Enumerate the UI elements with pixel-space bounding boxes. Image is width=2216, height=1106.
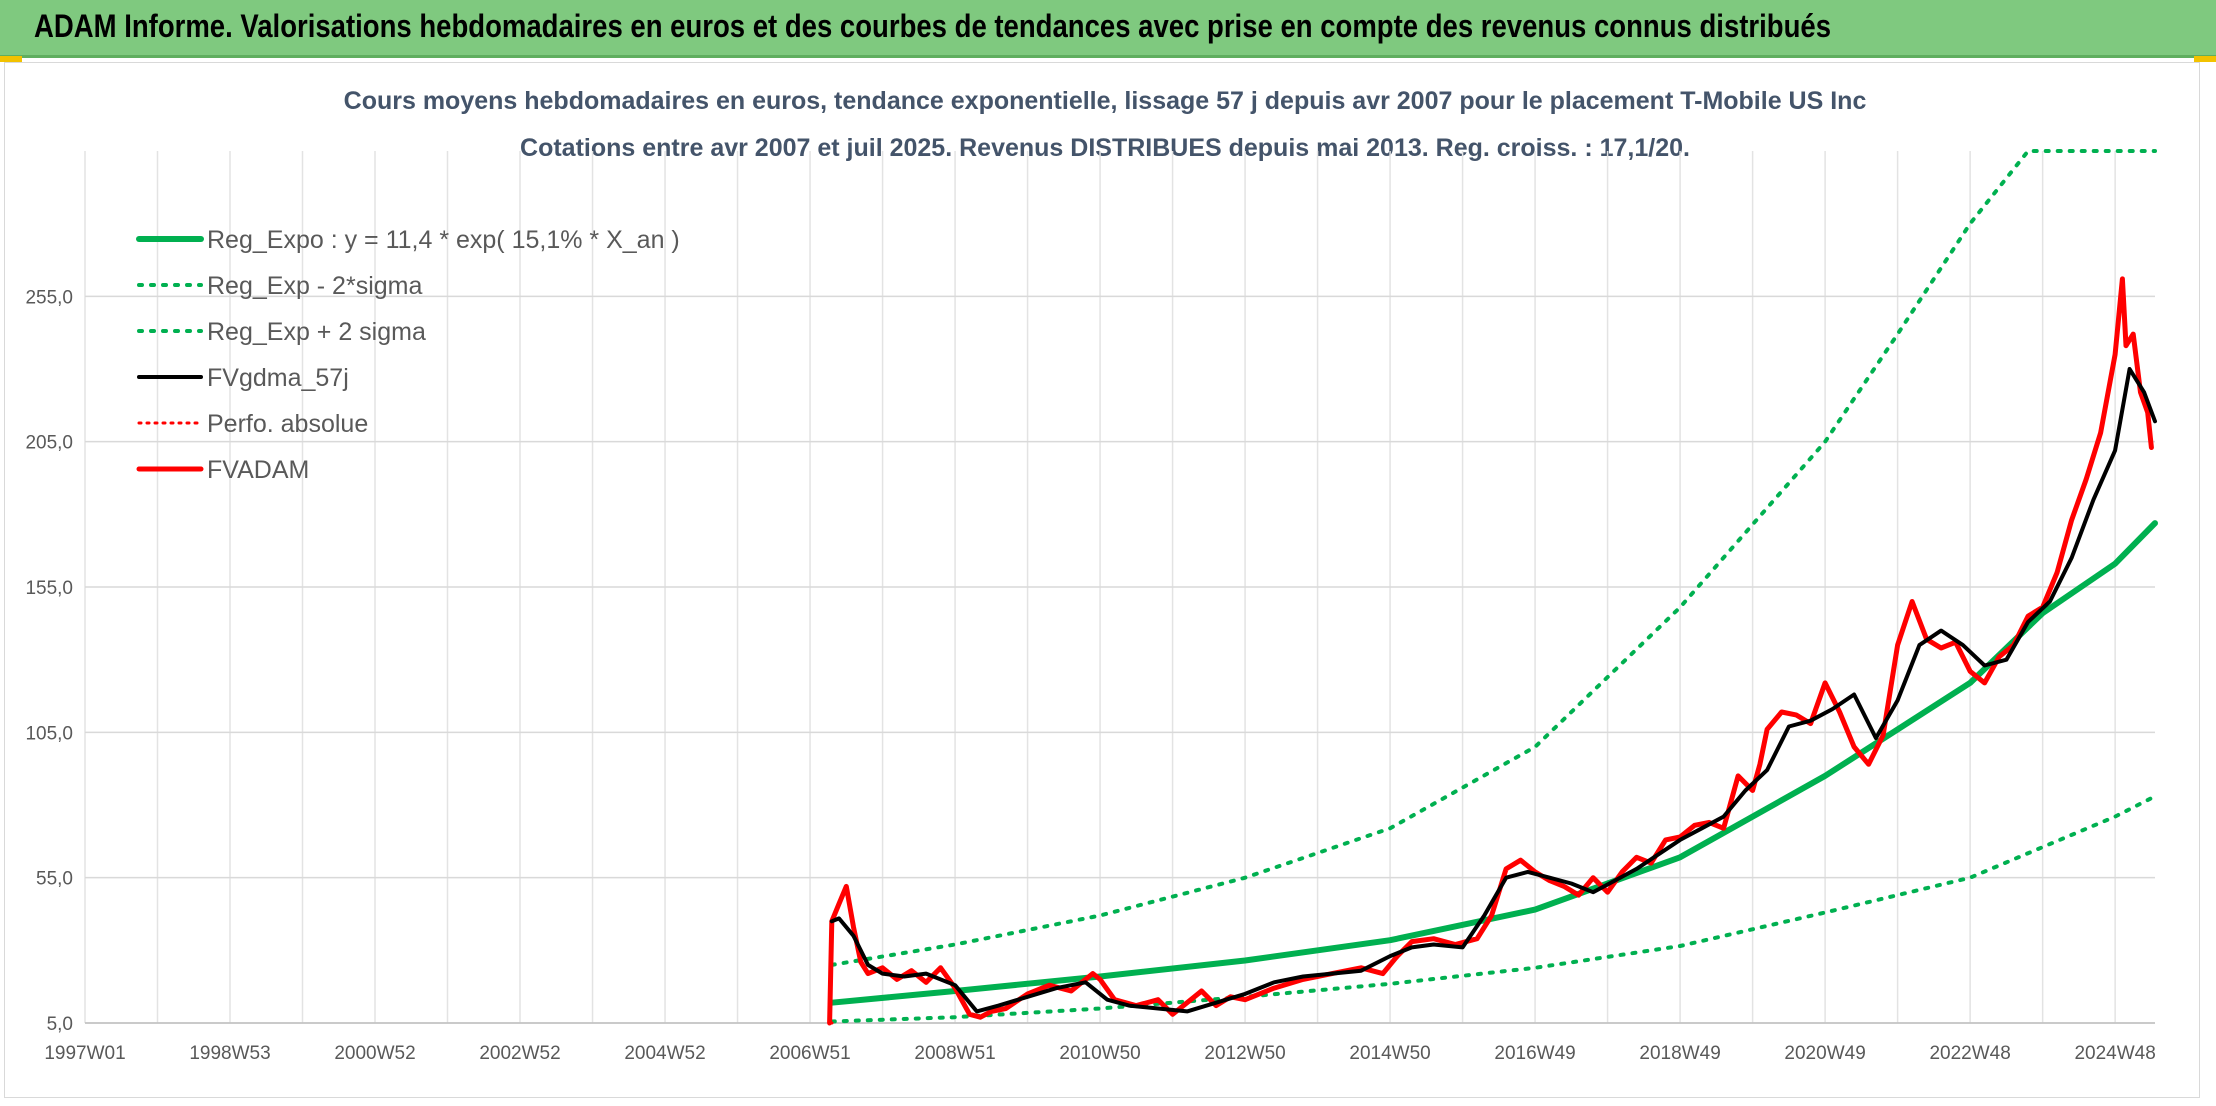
y-tick-label: 55,0 — [36, 869, 73, 890]
series-group — [827, 149, 2158, 1026]
x-tick-label: 2004W52 — [624, 1043, 705, 1064]
y-tick-label: 205,0 — [25, 433, 73, 454]
series-line-2 — [829, 149, 2157, 967]
legend: Reg_Expo : y = 11,4 * exp( 15,1% * X_an … — [136, 226, 680, 484]
line-chart: Cours moyens hebdomadaires en euros, ten… — [25, 87, 2158, 1064]
x-tick-label: 2002W52 — [479, 1043, 560, 1064]
legend-label: Reg_Exp - 2*sigma — [207, 272, 422, 300]
x-tick-label: 2008W51 — [914, 1043, 995, 1064]
y-tick-label: 155,0 — [25, 578, 73, 599]
report-title: ADAM Informe. Valorisations hebdomadaire… — [34, 8, 1831, 44]
legend-label: FVADAM — [207, 456, 309, 484]
x-tick-label: 2020W49 — [1784, 1043, 1865, 1064]
y-tick-label: 5,0 — [47, 1014, 73, 1035]
legend-label: Reg_Expo : y = 11,4 * exp( 15,1% * X_an … — [207, 226, 680, 254]
x-tick-label: 2022W48 — [1929, 1043, 2010, 1064]
y-tick-label: 255,0 — [25, 287, 73, 308]
x-tick-label: 2010W50 — [1059, 1043, 1140, 1064]
x-tick-label: 2006W51 — [769, 1043, 850, 1064]
legend-label: Reg_Exp + 2 sigma — [207, 318, 426, 346]
x-tick-label: 2016W49 — [1494, 1043, 1575, 1064]
x-tick-label: 2000W52 — [334, 1043, 415, 1064]
corner-marker-right — [2194, 56, 2216, 62]
chart-title: Cours moyens hebdomadaires en euros, ten… — [344, 87, 1867, 115]
legend-label: Perfo. absolue — [207, 410, 368, 438]
x-tick-label: 1997W01 — [44, 1043, 125, 1064]
chart-subtitle: Cotations entre avr 2007 et juil 2025. R… — [520, 134, 1690, 162]
x-tick-label: 1998W53 — [189, 1043, 270, 1064]
x-tick-label: 2012W50 — [1204, 1043, 1285, 1064]
x-tick-label: 2014W50 — [1349, 1043, 1430, 1064]
series-line-1 — [829, 794, 2157, 1024]
chart-frame: Cours moyens hebdomadaires en euros, ten… — [4, 62, 2200, 1098]
corner-marker-left — [0, 56, 22, 62]
report-header: ADAM Informe. Valorisations hebdomadaire… — [0, 0, 2216, 58]
legend-label: FVgdma_57j — [207, 364, 349, 392]
axes: 5,0 55,0 105,0 155,0 205,0 255,0 1997W01 1998W5… — [25, 287, 2155, 1064]
series-line-5 — [827, 276, 2154, 1026]
x-tick-label: 2018W49 — [1639, 1043, 1720, 1064]
series-line-3 — [829, 367, 2157, 1014]
series-line-0 — [828, 520, 2158, 1006]
x-tick-label: 2024W48 — [2074, 1043, 2155, 1064]
y-tick-label: 105,0 — [25, 723, 73, 744]
